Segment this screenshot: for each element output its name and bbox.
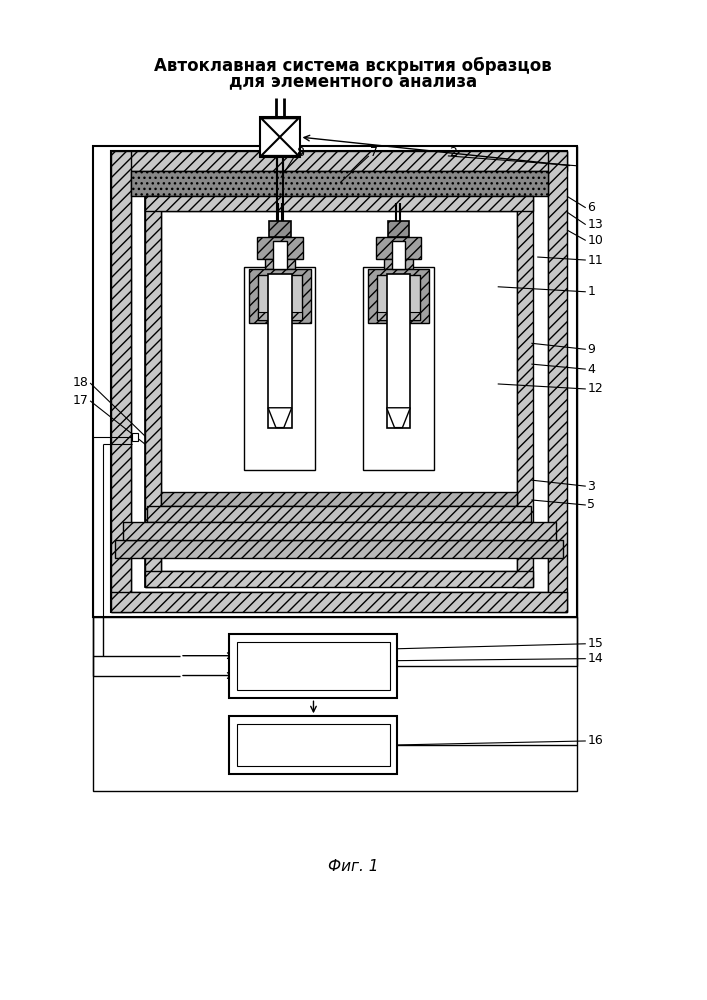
Bar: [123, 522, 556, 540]
Bar: [260, 117, 300, 157]
Bar: [384, 259, 414, 269]
Bar: [146, 196, 533, 587]
Bar: [111, 592, 568, 612]
Text: 17: 17: [72, 394, 88, 407]
Bar: [146, 196, 161, 587]
Bar: [268, 274, 292, 428]
Bar: [111, 151, 568, 171]
Polygon shape: [261, 118, 298, 137]
Bar: [265, 259, 295, 269]
Text: 15: 15: [588, 637, 603, 650]
Text: 7: 7: [370, 146, 378, 159]
Text: 4: 4: [588, 363, 595, 376]
Bar: [161, 211, 517, 571]
Text: 5: 5: [588, 498, 595, 511]
Bar: [161, 492, 517, 506]
Bar: [115, 540, 563, 558]
Text: 3: 3: [588, 480, 595, 493]
Bar: [131, 171, 548, 196]
Bar: [93, 617, 578, 791]
Bar: [363, 267, 434, 470]
Bar: [93, 146, 578, 617]
Bar: [368, 269, 429, 323]
Text: Фиг. 1: Фиг. 1: [328, 859, 378, 874]
Text: Автоклавная система вскрытия образцов: Автоклавная система вскрытия образцов: [154, 57, 552, 75]
Text: 9: 9: [588, 343, 595, 356]
Bar: [377, 275, 420, 320]
Text: 2: 2: [449, 146, 457, 159]
Bar: [387, 221, 409, 237]
Bar: [111, 151, 568, 612]
Text: 13: 13: [588, 218, 603, 231]
Text: 8: 8: [296, 146, 304, 159]
Text: 12: 12: [588, 382, 603, 395]
Bar: [148, 506, 531, 522]
Bar: [238, 642, 390, 690]
Text: 14: 14: [588, 652, 603, 665]
Bar: [230, 716, 397, 774]
Bar: [245, 267, 315, 470]
Text: 11: 11: [588, 254, 603, 267]
Bar: [230, 634, 397, 698]
Text: 1: 1: [588, 285, 595, 298]
Bar: [392, 241, 405, 269]
Polygon shape: [261, 137, 298, 156]
Text: 18: 18: [72, 376, 88, 389]
Text: для элементного анализа: для элементного анализа: [229, 73, 477, 91]
Polygon shape: [387, 408, 410, 428]
Bar: [146, 196, 533, 211]
Bar: [269, 221, 291, 237]
Bar: [258, 275, 302, 320]
Bar: [258, 312, 302, 320]
Bar: [250, 269, 310, 323]
Bar: [377, 312, 420, 320]
Bar: [273, 241, 287, 269]
Text: 16: 16: [588, 734, 603, 747]
Bar: [517, 196, 533, 587]
Bar: [548, 151, 568, 612]
Text: 6: 6: [588, 201, 595, 214]
Bar: [238, 724, 390, 766]
Text: 10: 10: [588, 234, 603, 247]
Bar: [375, 237, 421, 259]
Bar: [146, 571, 533, 587]
Bar: [111, 151, 131, 612]
Bar: [387, 274, 410, 428]
Polygon shape: [268, 408, 292, 428]
Bar: [132, 433, 138, 440]
Bar: [131, 171, 548, 592]
Bar: [257, 237, 303, 259]
